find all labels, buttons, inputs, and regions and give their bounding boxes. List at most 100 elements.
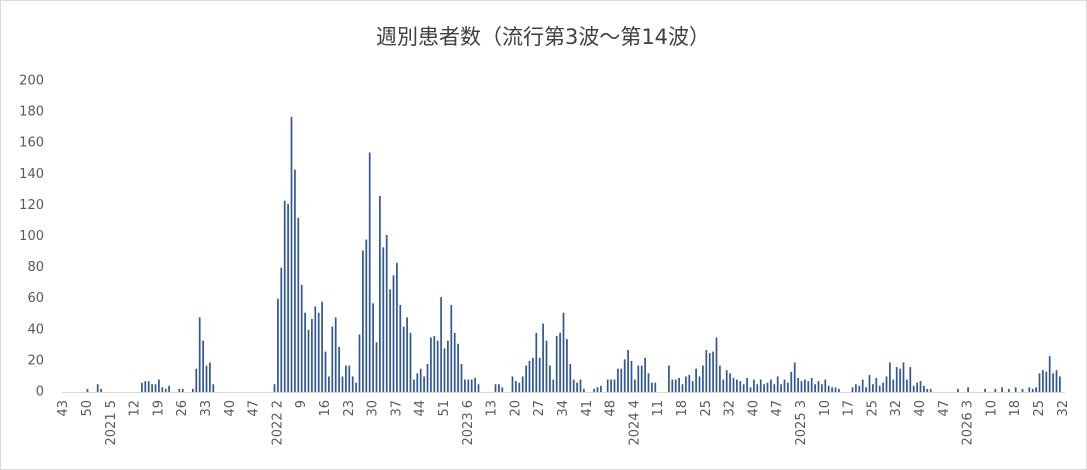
bar <box>100 388 102 392</box>
bar <box>685 376 687 392</box>
bar <box>814 384 816 392</box>
bar <box>474 378 476 392</box>
x-tick-label: 50 <box>80 400 95 417</box>
bar <box>464 379 466 392</box>
bar <box>358 334 361 392</box>
bar <box>889 362 891 392</box>
bar <box>324 351 327 392</box>
bar <box>372 303 374 392</box>
bar <box>637 365 640 392</box>
bar <box>542 323 544 392</box>
bar <box>929 388 932 392</box>
bar <box>790 371 793 392</box>
x-tick-label: 18 <box>1008 400 1023 417</box>
bar <box>290 116 293 392</box>
bar <box>715 337 718 392</box>
x-tick-label: 32 <box>889 400 904 417</box>
x-tick-label: 26 <box>175 400 190 417</box>
bar <box>780 384 782 392</box>
bar <box>804 379 806 392</box>
bar <box>688 374 691 392</box>
bar <box>606 379 609 392</box>
bar <box>334 317 337 392</box>
bar <box>572 379 575 392</box>
bar <box>430 337 432 392</box>
x-tick-label: 17 <box>842 400 857 417</box>
bar <box>181 388 184 392</box>
x-tick-label: 48 <box>604 400 619 417</box>
bar <box>365 239 368 392</box>
bar <box>443 348 446 392</box>
bar <box>147 381 150 392</box>
bar <box>691 381 694 392</box>
bar <box>834 387 837 392</box>
bar <box>746 378 748 392</box>
bar <box>742 384 745 392</box>
bar <box>440 297 442 392</box>
bar <box>545 340 548 392</box>
bar <box>885 376 888 392</box>
bar <box>644 357 646 392</box>
bar <box>321 301 323 392</box>
bar <box>307 329 310 392</box>
x-tick-label: 25 <box>1032 400 1047 417</box>
bar <box>379 196 381 392</box>
bar <box>178 388 181 392</box>
bar <box>144 381 147 392</box>
x-tick-label: 2026 3 <box>961 400 976 446</box>
bar <box>283 200 286 392</box>
bar <box>1055 370 1058 392</box>
bar <box>797 378 799 392</box>
bar <box>647 373 650 392</box>
bar <box>1048 356 1051 392</box>
bar <box>158 379 160 392</box>
bar <box>1042 370 1044 392</box>
bar <box>436 340 439 392</box>
bar <box>984 388 986 392</box>
x-tick-label: 47 <box>937 400 952 417</box>
y-tick-label: 120 <box>19 198 44 213</box>
bar <box>457 343 459 392</box>
bar <box>416 373 419 392</box>
x-tick-label: 25 <box>865 400 880 417</box>
x-tick-label: 30 <box>366 400 381 417</box>
bar <box>402 326 405 392</box>
bar <box>579 379 582 392</box>
bar <box>362 250 364 392</box>
bar <box>838 388 840 392</box>
x-tick-label: 25 <box>699 400 714 417</box>
bar <box>314 306 317 392</box>
bar <box>348 365 351 392</box>
bar <box>919 381 922 392</box>
bar <box>409 332 412 392</box>
bar <box>552 379 555 392</box>
bar <box>892 379 895 392</box>
bar <box>515 381 517 392</box>
x-tick-label: 2022 2 <box>270 400 285 446</box>
bar <box>732 378 735 392</box>
x-tick-label: 2025 3 <box>794 400 809 446</box>
bar <box>630 360 633 392</box>
bar <box>399 304 402 392</box>
bar <box>212 384 215 392</box>
bar <box>426 364 429 392</box>
bar <box>205 365 208 392</box>
bar <box>702 365 704 392</box>
x-tick-label: 10 <box>818 400 833 417</box>
bar <box>855 384 857 392</box>
x-tick-label: 47 <box>770 400 785 417</box>
bar <box>198 317 201 392</box>
bar <box>800 381 803 392</box>
bar <box>895 367 898 392</box>
bar <box>827 385 830 392</box>
bar <box>521 376 524 392</box>
bar <box>851 387 854 392</box>
bar <box>776 376 779 392</box>
bar <box>671 379 674 392</box>
bar <box>494 384 497 392</box>
x-tick-label: 32 <box>723 400 738 417</box>
bar <box>423 376 425 392</box>
bar <box>583 388 585 392</box>
bar <box>763 384 765 392</box>
bar <box>345 365 347 392</box>
